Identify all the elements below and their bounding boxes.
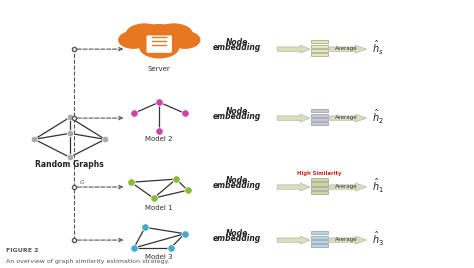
Text: embedding: embedding xyxy=(213,112,261,121)
Bar xyxy=(310,114,328,117)
Text: Node: Node xyxy=(226,176,248,185)
Text: embedding: embedding xyxy=(213,181,261,190)
Point xyxy=(66,155,73,159)
Point xyxy=(181,111,189,116)
Text: $\hat{h}_2$: $\hat{h}_2$ xyxy=(372,108,384,126)
Point xyxy=(173,177,180,181)
Circle shape xyxy=(155,24,192,45)
Text: FIGURE 2: FIGURE 2 xyxy=(6,248,38,253)
FancyArrow shape xyxy=(330,45,366,53)
Bar xyxy=(310,109,328,113)
Text: Average: Average xyxy=(335,184,358,189)
Bar xyxy=(310,49,328,52)
Text: Model 2: Model 2 xyxy=(146,136,173,142)
Point xyxy=(127,180,135,184)
Bar xyxy=(310,122,328,125)
Point xyxy=(155,100,163,104)
Circle shape xyxy=(135,25,184,52)
Bar xyxy=(310,53,328,57)
Text: Random Graphs: Random Graphs xyxy=(36,160,104,169)
Text: Node: Node xyxy=(226,229,248,238)
Text: Node: Node xyxy=(226,107,248,116)
Text: An overview of graph similarity estimation strategy.: An overview of graph similarity estimati… xyxy=(6,259,170,264)
Bar xyxy=(310,183,328,186)
Text: $\hat{h}_1$: $\hat{h}_1$ xyxy=(372,177,384,195)
Text: $\hat{h}_s$: $\hat{h}_s$ xyxy=(372,39,384,57)
Text: Average: Average xyxy=(335,46,358,51)
Point xyxy=(184,188,191,192)
Bar xyxy=(310,240,328,243)
Circle shape xyxy=(170,32,200,48)
Point xyxy=(141,225,149,229)
Text: Model 3: Model 3 xyxy=(146,254,173,260)
FancyArrow shape xyxy=(277,114,310,122)
Point xyxy=(130,246,137,250)
Text: $G$: $G$ xyxy=(79,178,85,186)
Text: embedding: embedding xyxy=(213,43,261,52)
Circle shape xyxy=(126,24,163,45)
Text: $\hat{h}_3$: $\hat{h}_3$ xyxy=(372,230,384,248)
Point xyxy=(130,111,137,116)
Bar xyxy=(310,187,328,190)
Bar xyxy=(310,236,328,239)
Text: Server: Server xyxy=(148,66,171,72)
Point xyxy=(181,232,189,236)
FancyBboxPatch shape xyxy=(146,35,172,53)
Text: Average: Average xyxy=(335,115,358,120)
Text: Model 1: Model 1 xyxy=(146,204,173,211)
FancyArrow shape xyxy=(277,45,310,53)
FancyArrow shape xyxy=(330,183,366,191)
Bar xyxy=(310,244,328,247)
Circle shape xyxy=(140,36,179,58)
Bar xyxy=(310,191,328,194)
Point xyxy=(31,137,38,142)
FancyArrow shape xyxy=(277,236,310,244)
FancyArrow shape xyxy=(330,114,366,122)
Bar xyxy=(310,118,328,121)
FancyArrow shape xyxy=(277,183,310,191)
Circle shape xyxy=(119,32,148,48)
Bar xyxy=(310,40,328,43)
Point xyxy=(101,137,109,142)
Text: Node: Node xyxy=(226,38,248,47)
Point xyxy=(66,131,73,136)
Point xyxy=(155,129,163,133)
Point xyxy=(150,196,157,200)
FancyArrow shape xyxy=(330,236,366,244)
Bar xyxy=(310,44,328,48)
Bar xyxy=(310,178,328,181)
Point xyxy=(66,115,73,120)
Bar xyxy=(310,231,328,234)
Text: Average: Average xyxy=(335,237,358,242)
Point xyxy=(167,246,174,250)
Text: High Similarity: High Similarity xyxy=(297,171,342,176)
Text: embedding: embedding xyxy=(213,234,261,243)
